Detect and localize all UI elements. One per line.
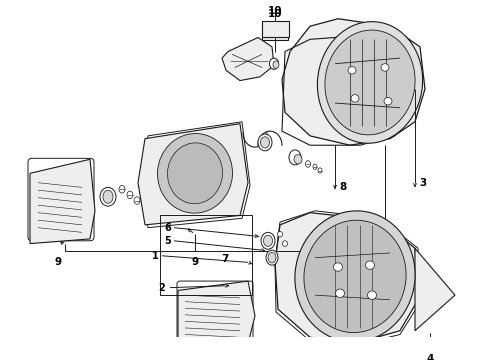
- Ellipse shape: [334, 263, 343, 271]
- Ellipse shape: [336, 289, 344, 297]
- Text: 9: 9: [192, 257, 198, 267]
- Ellipse shape: [266, 250, 278, 265]
- Text: 1: 1: [151, 251, 158, 261]
- Polygon shape: [178, 281, 255, 347]
- Polygon shape: [282, 19, 425, 145]
- Ellipse shape: [127, 191, 133, 199]
- Ellipse shape: [305, 161, 311, 167]
- Ellipse shape: [266, 57, 274, 67]
- Polygon shape: [415, 248, 455, 331]
- Ellipse shape: [381, 64, 389, 71]
- Ellipse shape: [304, 220, 406, 333]
- Ellipse shape: [258, 134, 272, 151]
- Polygon shape: [138, 124, 248, 225]
- Ellipse shape: [318, 168, 322, 173]
- Text: 3: 3: [419, 178, 427, 188]
- Ellipse shape: [351, 95, 359, 102]
- Bar: [160, 216, 252, 295]
- Ellipse shape: [100, 188, 116, 206]
- Ellipse shape: [366, 261, 374, 269]
- Text: 10: 10: [268, 9, 282, 19]
- Ellipse shape: [289, 150, 301, 165]
- Ellipse shape: [134, 197, 140, 204]
- Polygon shape: [225, 39, 270, 77]
- Ellipse shape: [157, 134, 233, 213]
- Ellipse shape: [283, 241, 288, 246]
- Text: 2: 2: [159, 283, 166, 293]
- Bar: [262, 23, 288, 40]
- Text: 8: 8: [340, 183, 346, 192]
- Ellipse shape: [264, 235, 272, 246]
- Ellipse shape: [368, 291, 376, 300]
- Text: 10: 10: [268, 6, 282, 16]
- Ellipse shape: [295, 211, 415, 342]
- Ellipse shape: [270, 60, 274, 67]
- Ellipse shape: [103, 190, 113, 203]
- Text: 4: 4: [426, 354, 434, 360]
- Ellipse shape: [261, 137, 270, 148]
- Ellipse shape: [318, 22, 422, 143]
- Ellipse shape: [348, 67, 356, 74]
- Ellipse shape: [268, 252, 276, 263]
- Ellipse shape: [270, 58, 278, 69]
- Ellipse shape: [294, 154, 302, 164]
- Text: 6: 6: [165, 223, 172, 233]
- Ellipse shape: [119, 185, 125, 193]
- Text: 7: 7: [221, 253, 229, 264]
- Polygon shape: [30, 159, 95, 244]
- Ellipse shape: [313, 164, 317, 170]
- Ellipse shape: [384, 98, 392, 105]
- Ellipse shape: [277, 231, 283, 237]
- Polygon shape: [275, 213, 418, 342]
- Ellipse shape: [168, 143, 222, 204]
- Ellipse shape: [273, 61, 279, 68]
- Ellipse shape: [261, 232, 275, 249]
- Ellipse shape: [325, 30, 415, 135]
- Text: 5: 5: [165, 236, 172, 246]
- Polygon shape: [222, 37, 274, 81]
- Bar: [262, 21, 289, 36]
- Text: 9: 9: [54, 257, 62, 267]
